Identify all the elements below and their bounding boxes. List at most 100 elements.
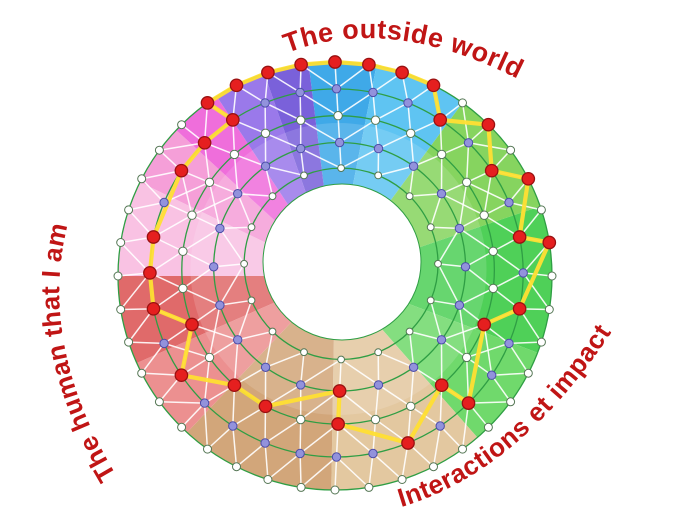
node-0-8[interactable] — [536, 205, 546, 215]
node-3-12[interactable] — [260, 362, 271, 372]
selected-node-2-8[interactable] — [477, 317, 492, 332]
node-0-18[interactable] — [397, 475, 407, 484]
node-2-20[interactable] — [178, 246, 188, 257]
node-3-9[interactable] — [373, 380, 384, 390]
node-2-12[interactable] — [370, 414, 381, 425]
selected-node-1-27[interactable] — [174, 163, 189, 178]
node-2-5[interactable] — [479, 210, 489, 220]
node-0-26[interactable] — [154, 397, 164, 407]
node-2-24[interactable] — [260, 128, 271, 139]
node-3-17[interactable] — [233, 189, 243, 199]
selected-node-1-28[interactable] — [197, 135, 212, 150]
node-1-17[interactable] — [295, 448, 305, 459]
node-0-13[interactable] — [523, 368, 533, 378]
node-3-8[interactable] — [408, 362, 419, 372]
node-1-15[interactable] — [368, 448, 378, 459]
node-1-20[interactable] — [199, 398, 210, 408]
selected-node-0-9[interactable] — [542, 235, 557, 250]
node-0-21[interactable] — [296, 482, 306, 492]
selected-node-2-13[interactable] — [331, 417, 345, 431]
selected-node-2-15[interactable] — [258, 399, 273, 414]
node-0-27[interactable] — [137, 368, 147, 378]
node-1-31[interactable] — [295, 87, 305, 98]
selected-node-1-29[interactable] — [225, 113, 240, 127]
node-1-18[interactable] — [260, 438, 270, 448]
node-3-7[interactable] — [436, 335, 447, 345]
node-2-4[interactable] — [462, 177, 472, 188]
node-3-6[interactable] — [454, 300, 465, 310]
node-0-4[interactable] — [458, 98, 467, 108]
node-4-2[interactable] — [405, 192, 414, 201]
node-1-0[interactable] — [331, 84, 342, 94]
node-3-18[interactable] — [260, 161, 271, 171]
node-2-9[interactable] — [462, 352, 472, 363]
sector-tan[interactable] — [187, 276, 335, 490]
node-3-16[interactable] — [215, 223, 225, 234]
node-3-19[interactable] — [296, 143, 306, 154]
node-2-1[interactable] — [370, 115, 381, 125]
node-1-22[interactable] — [159, 338, 169, 349]
node-1-16[interactable] — [331, 452, 342, 462]
node-0-31[interactable] — [116, 238, 126, 247]
node-4-11[interactable] — [247, 296, 256, 305]
node-2-7[interactable] — [488, 283, 498, 294]
node-1-10[interactable] — [504, 338, 514, 349]
node-2-14[interactable] — [296, 414, 306, 425]
node-0-29[interactable] — [116, 305, 126, 314]
selected-node-0-0[interactable] — [328, 55, 342, 69]
node-2-23[interactable] — [229, 149, 240, 160]
node-0-28[interactable] — [124, 337, 134, 347]
selected-node-0-39[interactable] — [294, 57, 308, 72]
node-0-32[interactable] — [124, 205, 134, 215]
selected-node-1-7[interactable] — [512, 230, 527, 244]
selected-node-1-12[interactable] — [461, 396, 476, 410]
node-3-3[interactable] — [436, 189, 447, 199]
node-4-15[interactable] — [300, 171, 308, 180]
node-1-4[interactable] — [463, 138, 474, 148]
selected-node-2-18[interactable] — [185, 317, 199, 332]
node-1-6[interactable] — [504, 197, 514, 208]
node-4-8[interactable] — [337, 355, 346, 364]
node-0-12[interactable] — [536, 337, 546, 347]
node-0-33[interactable] — [137, 174, 147, 184]
node-0-17[interactable] — [429, 462, 438, 472]
node-3-14[interactable] — [215, 300, 225, 310]
node-0-24[interactable] — [203, 444, 212, 454]
selected-node-0-3[interactable] — [426, 78, 441, 93]
node-0-23[interactable] — [232, 462, 241, 472]
node-0-15[interactable] — [483, 422, 493, 432]
node-2-19[interactable] — [178, 283, 188, 294]
node-2-2[interactable] — [406, 128, 416, 139]
selected-node-1-23[interactable] — [146, 301, 161, 316]
node-2-22[interactable] — [204, 177, 215, 188]
node-1-8[interactable] — [518, 268, 528, 278]
selected-node-1-5[interactable] — [484, 163, 499, 178]
node-0-10[interactable] — [547, 271, 557, 281]
node-3-4[interactable] — [454, 223, 465, 234]
selected-node-1-14[interactable] — [401, 436, 415, 450]
node-0-14[interactable] — [506, 397, 516, 407]
node-2-0[interactable] — [333, 111, 343, 121]
node-2-25[interactable] — [296, 115, 306, 125]
node-3-13[interactable] — [233, 335, 243, 345]
node-0-25[interactable] — [177, 422, 187, 432]
node-1-19[interactable] — [228, 421, 238, 431]
node-4-7[interactable] — [374, 348, 383, 357]
node-4-1[interactable] — [374, 171, 383, 180]
selected-node-2-16[interactable] — [227, 378, 242, 393]
node-4-12[interactable] — [240, 259, 249, 268]
node-4-14[interactable] — [268, 192, 277, 201]
node-1-13[interactable] — [435, 421, 445, 431]
node-3-11[interactable] — [296, 380, 306, 390]
node-4-0[interactable] — [337, 164, 346, 173]
selected-node-0-1[interactable] — [362, 57, 376, 72]
node-0-34[interactable] — [154, 145, 164, 155]
selected-node-1-9[interactable] — [512, 301, 527, 316]
selected-node-0-38[interactable] — [261, 65, 275, 80]
node-4-5[interactable] — [426, 296, 435, 305]
node-2-21[interactable] — [187, 210, 197, 220]
node-2-17[interactable] — [204, 352, 215, 363]
selected-node-0-2[interactable] — [395, 65, 409, 80]
selected-node-0-5[interactable] — [481, 117, 496, 132]
node-1-1[interactable] — [368, 87, 378, 98]
